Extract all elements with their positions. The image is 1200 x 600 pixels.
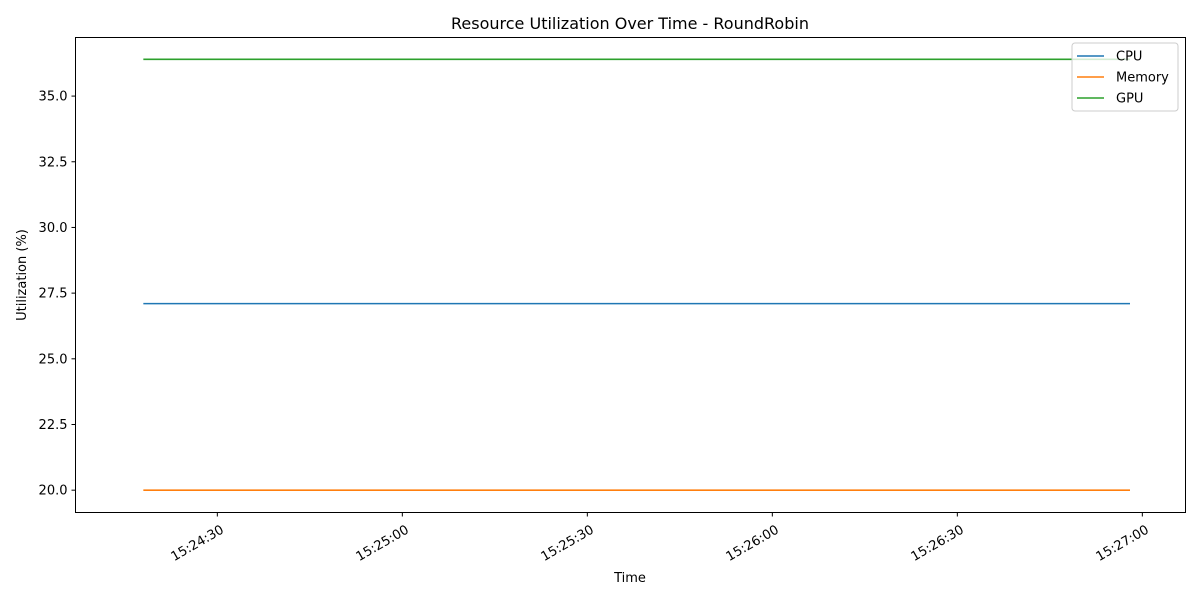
legend-label-memory: Memory — [1116, 71, 1169, 86]
legend-box — [1071, 42, 1179, 112]
x-axis: 15:24:30 15:25:00 15:25:30 15:26:00 15:26:30… — [169, 512, 1152, 565]
y-axis-label: Utilization (%) — [15, 229, 30, 321]
x-tick-label: 15:25:30 — [539, 523, 597, 565]
y-tick-label: 35.0 — [39, 90, 68, 105]
chart-title: Resource Utilization Over Time - RoundRo… — [451, 14, 809, 33]
y-tick-label: 27.5 — [39, 287, 68, 302]
legend: CPU Memory GPU — [1071, 42, 1179, 112]
plot-area — [75, 37, 1186, 513]
y-tick-label: 25.0 — [39, 352, 68, 367]
x-tick-label: 15:24:30 — [169, 523, 227, 565]
y-tick-label: 20.0 — [39, 484, 68, 499]
x-axis-label: Time — [613, 571, 646, 586]
y-tick-label: 22.5 — [39, 418, 68, 433]
series-lines — [143, 58, 1130, 491]
x-tick-label: 15:26:00 — [724, 523, 782, 565]
legend-label-cpu: CPU — [1116, 50, 1142, 65]
y-tick-label: 32.5 — [39, 155, 68, 170]
legend-label-gpu: GPU — [1116, 92, 1143, 107]
x-tick-label: 15:25:00 — [354, 523, 412, 565]
y-axis: 20.0 22.5 25.0 27.5 30.0 32.5 35.0 — [39, 90, 76, 499]
x-tick-label: 15:27:00 — [1094, 523, 1152, 565]
y-tick-label: 30.0 — [39, 221, 68, 236]
x-tick-label: 15:26:30 — [909, 523, 967, 565]
